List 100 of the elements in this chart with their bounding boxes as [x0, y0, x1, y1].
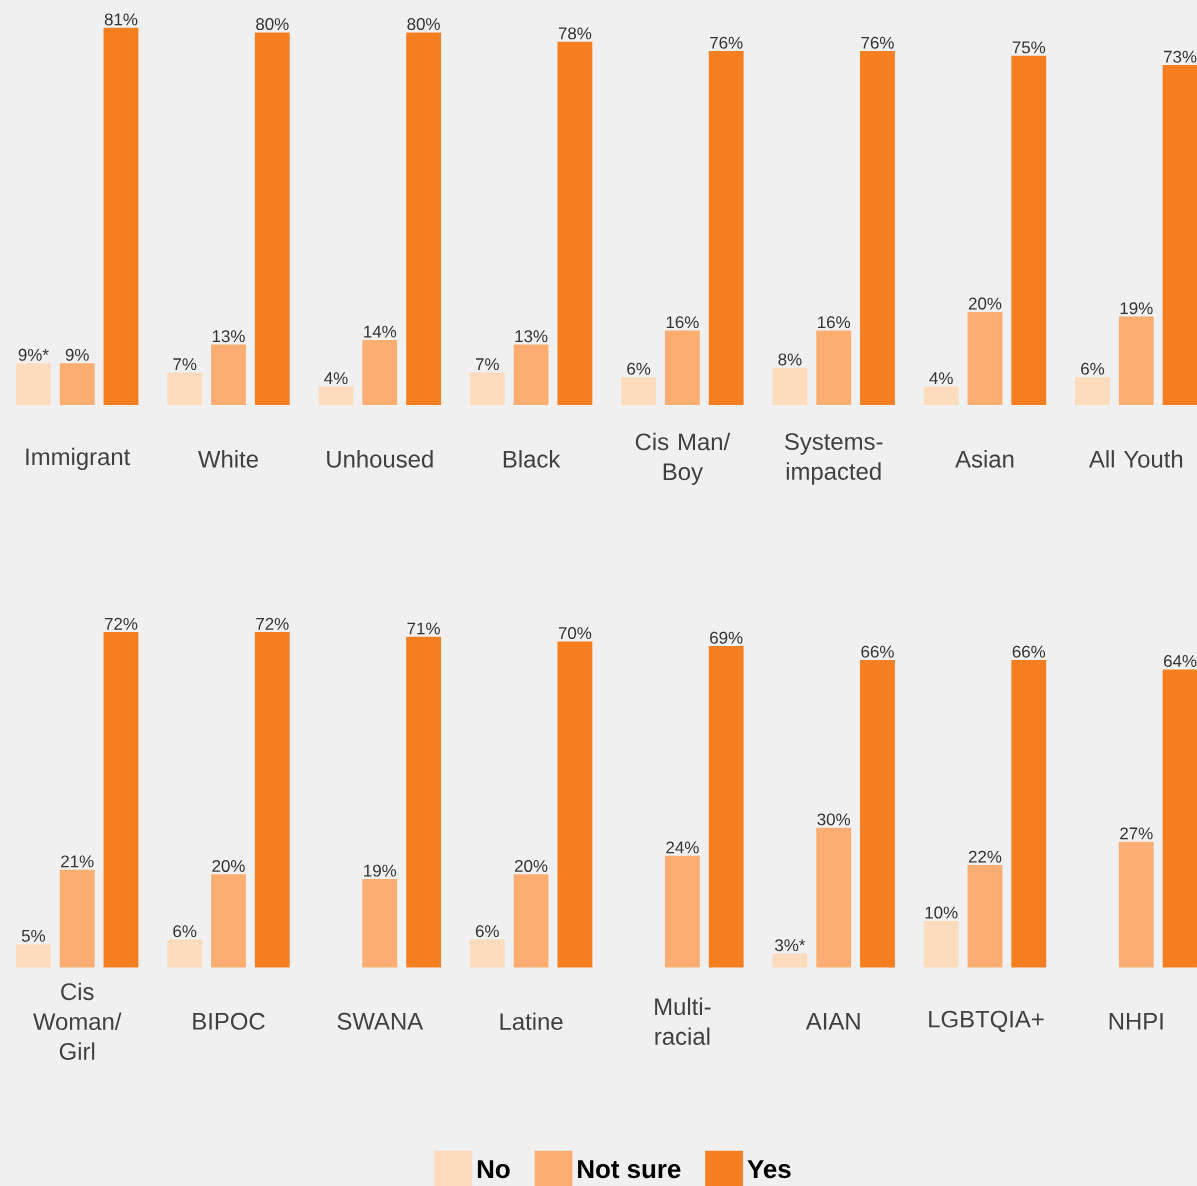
data-label: 20% [515, 859, 548, 872]
data-label: 9%* [18, 348, 49, 361]
data-label: 4% [324, 372, 348, 384]
data-label: 9% [65, 348, 89, 361]
bar [708, 50, 744, 405]
bar [967, 864, 1003, 968]
data-label: 75% [1012, 41, 1046, 54]
bar [664, 330, 700, 405]
data-label: 4% [929, 372, 953, 384]
data-label: 20% [968, 297, 1002, 310]
x-tick-label: Unhoused [327, 449, 433, 468]
bar [1011, 55, 1047, 405]
data-label: 6% [627, 362, 651, 375]
data-label: 19% [1120, 302, 1153, 314]
data-label: 71% [407, 622, 440, 635]
bar [1118, 841, 1154, 968]
data-label: 76% [861, 36, 894, 49]
bar [15, 362, 51, 405]
bar [513, 344, 549, 405]
bar [362, 878, 398, 968]
data-label: 10% [925, 906, 958, 919]
x-tick-label: Multi-racial [655, 997, 711, 1045]
data-label: 19% [364, 864, 397, 877]
x-tick-label: LGBTQIA+ [929, 1010, 1044, 1032]
bar [167, 372, 203, 405]
x-tick-label: BIPOC [193, 1012, 265, 1030]
data-label: 72% [256, 617, 289, 630]
data-label: 7% [475, 358, 499, 370]
data-label: 27% [1120, 827, 1153, 840]
data-label: 7% [173, 358, 197, 370]
bar [772, 953, 808, 968]
x-tick-label: Black [503, 449, 561, 468]
bar [406, 32, 442, 405]
x-tick-label: Cis Woman/ Girl [33, 982, 122, 1060]
x-tick-label: SWANA [337, 1012, 424, 1030]
x-tick-label: NHPI [1109, 1012, 1163, 1030]
bar [469, 372, 505, 405]
bar [860, 50, 895, 405]
bar [103, 631, 139, 968]
bar [664, 855, 700, 968]
x-tick-label: Latine [500, 1012, 563, 1030]
data-label: 13% [212, 329, 245, 342]
data-label: 73% [1164, 50, 1197, 63]
bar [923, 386, 959, 405]
x-tick-label: Asian [955, 449, 1014, 468]
bar [708, 645, 744, 968]
data-label: 24% [666, 841, 699, 854]
data-label: 64% [1164, 654, 1197, 667]
data-label: 22% [968, 850, 1002, 863]
bar [816, 330, 852, 405]
bar [59, 362, 95, 405]
data-label: 20% [212, 859, 245, 872]
data-label: 6% [173, 924, 197, 937]
bar [967, 311, 1003, 405]
data-label: 30% [817, 813, 851, 826]
data-label: 66% [1012, 645, 1046, 658]
data-label: 69% [710, 631, 743, 644]
data-label: 6% [475, 924, 499, 937]
x-tick-label: AIAN [805, 1012, 860, 1030]
bar [254, 631, 290, 968]
bar [469, 939, 505, 968]
bar [621, 376, 657, 405]
bar [772, 367, 808, 405]
bar [1162, 64, 1197, 405]
data-label: 70% [558, 626, 592, 639]
data-label: 76% [710, 36, 743, 49]
legend-label: Not sure [578, 1159, 681, 1178]
data-label: 6% [1081, 362, 1105, 375]
bar [362, 339, 398, 405]
bar [15, 943, 51, 968]
bar [557, 41, 593, 405]
bar [406, 636, 442, 968]
data-label: 80% [256, 17, 289, 30]
x-tick-label: Cis Man/ Boy [635, 432, 731, 485]
data-label: 13% [515, 329, 548, 342]
bar [1075, 376, 1110, 405]
bar [816, 827, 852, 968]
data-label: 81% [104, 13, 138, 26]
data-label: 21% [61, 855, 94, 868]
data-label: 66% [861, 645, 894, 658]
data-label: 78% [558, 27, 592, 40]
bar [167, 939, 203, 968]
bar [1162, 669, 1197, 968]
bar [318, 386, 354, 405]
data-label: 16% [818, 315, 851, 328]
data-label: 80% [407, 17, 440, 30]
x-tick-label: Systems-impacted [785, 432, 883, 485]
bar [923, 920, 959, 968]
data-label: 8% [778, 353, 802, 366]
bar [557, 641, 593, 968]
bar [1118, 316, 1154, 405]
x-tick-label: All Youth [1088, 449, 1183, 468]
data-label: 3%* [775, 938, 806, 951]
data-label: 5% [21, 929, 46, 942]
bar [513, 874, 549, 968]
bar [59, 869, 95, 968]
data-label: 16% [666, 315, 699, 328]
bar [254, 32, 290, 405]
legend-label: Yes [747, 1159, 791, 1178]
bar [211, 344, 246, 405]
